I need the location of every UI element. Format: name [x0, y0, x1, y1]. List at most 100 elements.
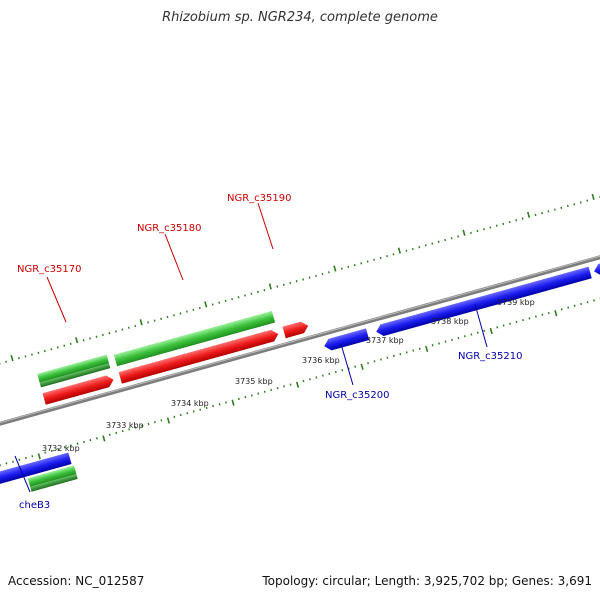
outer-minor-tick [386, 254, 388, 258]
outer-minor-tick [24, 355, 27, 358]
outer-major-tick [397, 247, 401, 254]
outer-minor-tick [192, 308, 195, 312]
gene-bar-green-left[interactable] [27, 465, 77, 487]
gene-arrow-ngr-c35170[interactable] [42, 374, 116, 405]
inner-major-tick [489, 327, 493, 335]
inner-major-tick [360, 363, 364, 370]
gene-bar-green-2[interactable] [113, 310, 276, 367]
inner-minor-tick [315, 376, 318, 379]
outer-minor-tick [547, 210, 550, 213]
gene-label-ngr-c35210[interactable]: NGR_c35210 [458, 351, 523, 362]
inner-minor-tick [593, 299, 595, 302]
gene-bar-green-left-lower[interactable] [30, 474, 78, 492]
outer-minor-tick [489, 226, 492, 229]
inner-minor-tick [386, 356, 389, 359]
gene-label-ngr-c35200[interactable]: NGR_c35200 [325, 390, 390, 401]
outer-major-tick [204, 301, 208, 308]
scale-label-3737: 3737 kbp [366, 336, 404, 345]
gene-bar-green-1[interactable] [37, 354, 109, 383]
inner-major-tick [425, 345, 429, 353]
gene-label-cheb3[interactable]: cheB3 [19, 500, 50, 511]
outer-minor-tick [185, 310, 188, 313]
inner-minor-tick [57, 447, 60, 451]
outer-minor-tick [340, 267, 343, 270]
gene-arrow-ngr-c35190[interactable] [282, 320, 309, 339]
inner-minor-tick [528, 317, 531, 320]
inner-major-tick [37, 453, 41, 460]
gene-arrow-ngr-c35200[interactable] [323, 328, 370, 352]
outer-minor-tick [566, 204, 569, 208]
inner-minor-tick [31, 455, 34, 458]
inner-minor-tick [121, 430, 124, 433]
outer-minor-tick [515, 219, 518, 222]
inner-minor-tick [44, 451, 47, 454]
gene-label-ngr-c35180[interactable]: NGR_c35180 [137, 223, 202, 234]
gene-arrow-cheb3[interactable] [0, 452, 72, 485]
leader-ngr-c35170 [46, 276, 67, 323]
scale-label-3739: 3739 kbp [497, 298, 535, 307]
outer-minor-tick [360, 262, 363, 265]
inner-major-tick [166, 417, 171, 424]
scale-label-3735: 3735 kbp [235, 377, 273, 386]
outer-minor-tick [231, 297, 234, 301]
inner-minor-tick [502, 324, 505, 327]
outer-minor-tick [114, 330, 117, 333]
inner-minor-tick [463, 335, 466, 338]
inner-minor-tick [160, 419, 163, 422]
inner-minor-tick [18, 458, 21, 461]
leader-ngr-c35180 [164, 233, 184, 281]
outer-minor-tick [224, 299, 227, 303]
outer-minor-tick [482, 228, 485, 231]
outer-tick-track [0, 193, 600, 365]
outer-minor-tick [457, 235, 460, 238]
outer-minor-tick [347, 265, 350, 269]
inner-minor-tick [283, 385, 286, 388]
inner-minor-tick [573, 304, 576, 307]
outer-minor-tick [289, 281, 292, 285]
inner-minor-tick [522, 318, 524, 322]
inner-minor-tick [341, 369, 344, 372]
inner-minor-tick [586, 301, 589, 304]
outer-minor-tick [508, 220, 511, 224]
outer-minor-tick [69, 342, 72, 346]
gene-label-ngr-c35190[interactable]: NGR_c35190 [227, 193, 292, 204]
outer-minor-tick [256, 290, 259, 294]
inner-minor-tick [50, 449, 53, 452]
gene-bar-green-1-lower[interactable] [39, 363, 111, 388]
outer-minor-tick [173, 314, 175, 317]
inner-minor-tick [567, 306, 570, 309]
inner-minor-tick [308, 378, 311, 381]
outer-minor-tick [82, 339, 85, 342]
inner-minor-tick [257, 392, 260, 395]
inner-minor-tick [212, 404, 215, 408]
gene-label-ngr-c35170[interactable]: NGR_c35170 [17, 264, 82, 275]
inner-minor-tick [509, 322, 512, 325]
inner-minor-tick [192, 410, 195, 413]
inner-minor-tick [470, 333, 473, 336]
gene-arrow-ngr-c35210[interactable] [375, 266, 592, 338]
inner-minor-tick [496, 326, 499, 329]
inner-minor-tick [367, 361, 369, 365]
inner-minor-tick [444, 340, 447, 343]
inner-minor-tick [354, 365, 357, 368]
outer-minor-tick [166, 315, 169, 319]
inner-minor-tick [541, 313, 544, 316]
inner-minor-tick [276, 387, 279, 390]
outer-minor-tick [89, 337, 91, 340]
inner-minor-tick [63, 446, 66, 449]
inner-minor-tick [141, 424, 144, 427]
inner-minor-tick [580, 302, 583, 306]
outer-minor-tick [37, 351, 40, 354]
inner-minor-tick [83, 440, 85, 444]
scale-label-3732: 3732 kbp [42, 444, 80, 453]
outer-minor-tick [424, 244, 427, 247]
gene-arrow-ngr-c35180[interactable] [118, 328, 280, 384]
inner-minor-tick [451, 338, 453, 341]
inner-minor-tick [237, 397, 240, 401]
inner-minor-tick [95, 437, 98, 440]
outer-minor-tick [5, 360, 8, 363]
outer-major-tick [75, 337, 79, 344]
inner-minor-tick [218, 403, 221, 406]
outer-minor-tick [127, 326, 130, 329]
